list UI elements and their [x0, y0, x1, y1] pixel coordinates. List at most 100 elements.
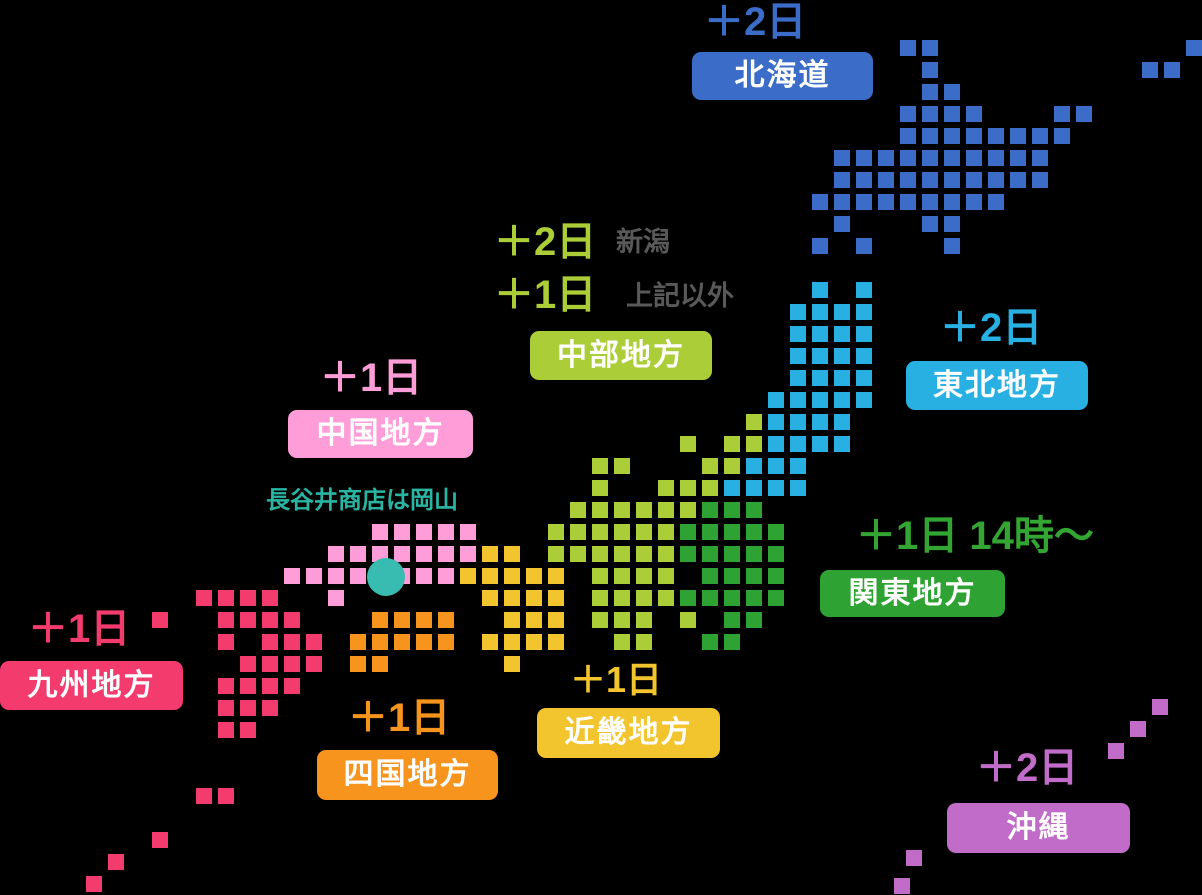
chugoku-map-cell	[284, 568, 300, 584]
kyushu-region-badge: 九州地方	[0, 661, 183, 710]
chugoku-map-cell	[438, 568, 454, 584]
kanto-map-cell	[702, 502, 718, 518]
kyushu-map-cell	[218, 678, 234, 694]
tohoku-map-cell	[746, 458, 762, 474]
chubu-map-cell	[746, 414, 762, 430]
kanto-map-cell	[680, 590, 696, 606]
chubu-map-cell	[658, 480, 674, 496]
shikoku-map-cell	[372, 634, 388, 650]
kinki-map-cell	[482, 634, 498, 650]
okinawa-map-cell	[1152, 699, 1168, 715]
kyushu-map-cell	[152, 832, 168, 848]
hokkaido-map-cell	[1010, 128, 1026, 144]
hokkaido-map-cell	[988, 150, 1004, 166]
chubu-map-cell	[592, 590, 608, 606]
chubu-map-cell	[570, 502, 586, 518]
kanto-map-cell	[724, 568, 740, 584]
kinki-map-cell	[548, 568, 564, 584]
chubu-map-cell	[614, 590, 630, 606]
chubu-map-cell	[570, 546, 586, 562]
chugoku-map-cell	[306, 568, 322, 584]
okayama-location-marker	[367, 558, 405, 596]
kyushu-map-cell	[108, 854, 124, 870]
kinki-map-cell	[526, 612, 542, 628]
chubu-map-cell	[592, 612, 608, 628]
hokkaido-map-cell	[966, 106, 982, 122]
kanto-map-cell	[746, 590, 762, 606]
chubu-map-cell	[614, 458, 630, 474]
kyushu-map-cell	[218, 700, 234, 716]
kinki-map-cell	[482, 590, 498, 606]
kinki-map-cell	[482, 568, 498, 584]
kyushu-map-cell	[240, 678, 256, 694]
kyushu-map-cell	[262, 656, 278, 672]
kyushu-map-cell	[306, 656, 322, 672]
kyushu-map-cell	[196, 788, 212, 804]
hokkaido-map-cell	[922, 216, 938, 232]
hokkaido-map-cell	[834, 150, 850, 166]
tohoku-map-cell	[790, 414, 806, 430]
chugoku-region-badge: 中国地方	[288, 410, 473, 458]
chubu-map-cell	[548, 546, 564, 562]
chugoku-map-cell	[328, 546, 344, 562]
okinawa-map-cell	[894, 878, 910, 894]
kinki-map-cell	[504, 568, 520, 584]
kyushu-map-cell	[240, 656, 256, 672]
chubu-map-cell	[636, 546, 652, 562]
hokkaido-map-cell	[834, 194, 850, 210]
hokkaido-map-cell	[1142, 62, 1158, 78]
kanto-map-cell	[724, 590, 740, 606]
chubu-map-cell	[636, 502, 652, 518]
chubu-map-cell	[614, 502, 630, 518]
hokkaido-map-cell	[900, 128, 916, 144]
tohoku-map-cell	[812, 436, 828, 452]
chubu-map-cell	[570, 524, 586, 540]
shikoku-map-cell	[394, 634, 410, 650]
hokkaido-map-cell	[1076, 106, 1092, 122]
tohoku-map-cell	[856, 326, 872, 342]
kyushu-map-cell	[284, 678, 300, 694]
chubu-map-cell	[702, 480, 718, 496]
tohoku-map-cell	[812, 370, 828, 386]
okayama-shop-note: 長谷井商店は岡山	[266, 487, 458, 514]
hokkaido-map-cell	[944, 150, 960, 166]
hokkaido-map-cell	[944, 84, 960, 100]
hokkaido-delay-text-0: ＋2日	[704, 0, 807, 44]
kinki-map-cell	[504, 656, 520, 672]
hokkaido-map-cell	[1186, 40, 1202, 56]
chubu-map-cell	[746, 436, 762, 452]
kyushu-map-cell	[196, 590, 212, 606]
tohoku-map-cell	[812, 304, 828, 320]
shikoku-map-cell	[372, 612, 388, 628]
kyushu-map-cell	[284, 634, 300, 650]
kanto-map-cell	[724, 524, 740, 540]
chubu-map-cell	[592, 458, 608, 474]
tohoku-map-cell	[768, 458, 784, 474]
kyushu-delay-text-0: ＋1日	[28, 607, 131, 651]
shikoku-map-cell	[372, 656, 388, 672]
kyushu-map-cell	[284, 656, 300, 672]
kinki-map-cell	[548, 634, 564, 650]
chubu-map-cell	[658, 502, 674, 518]
chubu-map-cell	[636, 634, 652, 650]
chugoku-map-cell	[438, 524, 454, 540]
hokkaido-map-cell	[922, 128, 938, 144]
shikoku-map-cell	[416, 612, 432, 628]
kyushu-map-cell	[262, 612, 278, 628]
kanto-map-cell	[746, 568, 762, 584]
hokkaido-map-cell	[834, 216, 850, 232]
hokkaido-map-cell	[944, 194, 960, 210]
kanto-map-cell	[702, 524, 718, 540]
tohoku-region-badge: 東北地方	[906, 361, 1088, 410]
hokkaido-map-cell	[1010, 172, 1026, 188]
hokkaido-map-cell	[966, 172, 982, 188]
kanto-map-cell	[746, 612, 762, 628]
tohoku-map-cell	[812, 282, 828, 298]
chubu-map-cell	[614, 612, 630, 628]
kinki-map-cell	[482, 546, 498, 562]
shikoku-map-cell	[416, 634, 432, 650]
hokkaido-map-cell	[1010, 150, 1026, 166]
kanto-map-cell	[746, 546, 762, 562]
tohoku-map-cell	[834, 436, 850, 452]
tohoku-map-cell	[746, 480, 762, 496]
